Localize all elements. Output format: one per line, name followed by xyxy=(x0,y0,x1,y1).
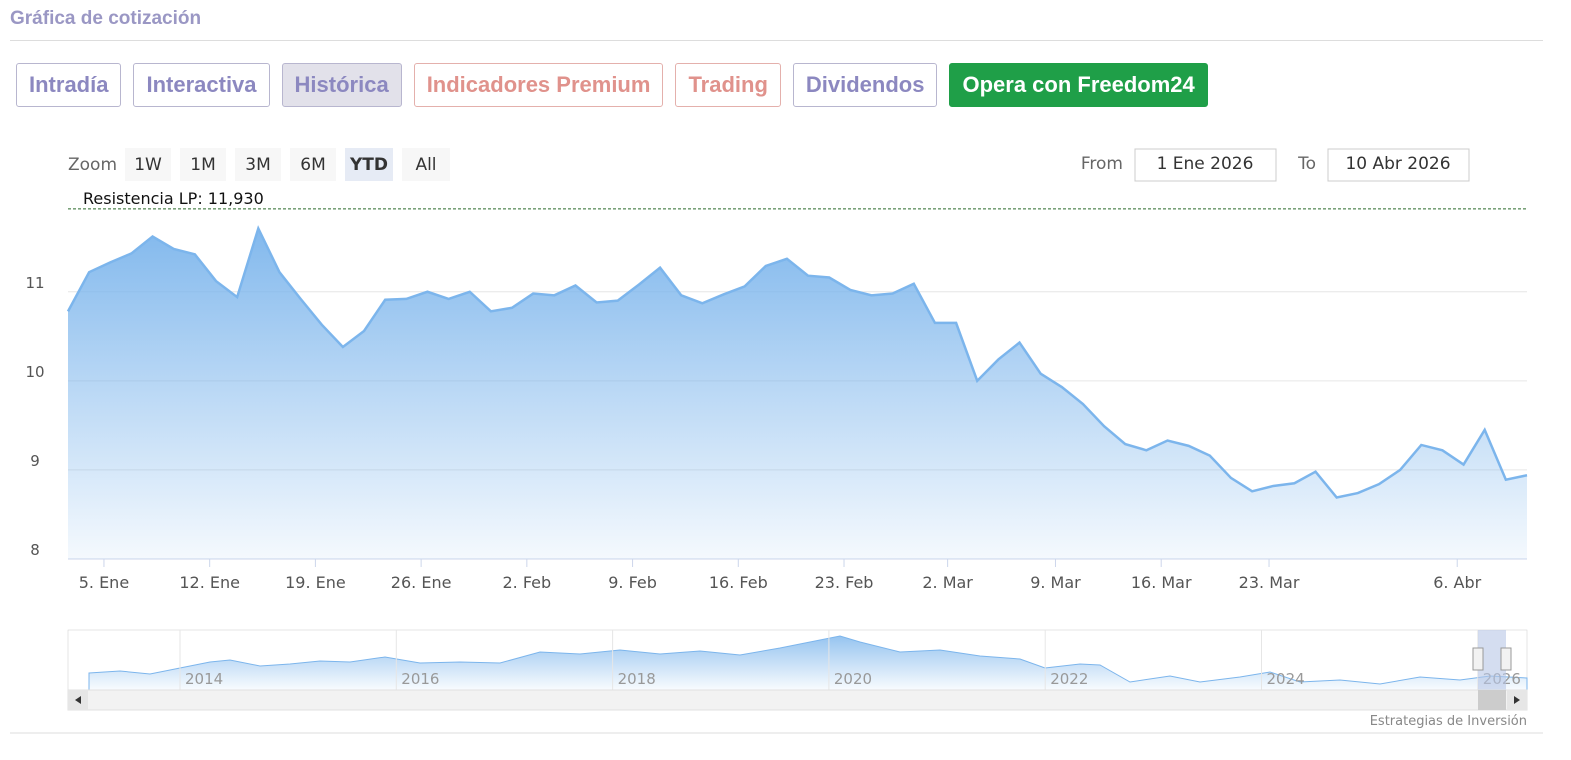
x-tick-label: 9. Mar xyxy=(1030,573,1081,592)
zoom-button-label: All xyxy=(415,155,436,175)
to-input[interactable] xyxy=(1327,148,1470,182)
zoom-button[interactable] xyxy=(402,148,450,181)
navigator-label: 2020 xyxy=(834,670,872,688)
tab[interactable]: Indicadores Premium xyxy=(413,63,664,107)
plot-area: 8 9 10 11 5. Ene 12. Ene 19. Ene 26. Ene 2. Feb 9… xyxy=(25,189,1528,592)
zoom-button-label: 3M xyxy=(245,155,270,175)
y-tick-label: 11 xyxy=(25,274,44,292)
y-tick-label: 10 xyxy=(25,363,44,381)
navigator-label: 2014 xyxy=(185,670,223,688)
navigator-series xyxy=(88,635,1528,691)
navigator-label: 2024 xyxy=(1267,670,1305,688)
tab[interactable]: Intradía xyxy=(16,63,122,107)
zoom-button[interactable] xyxy=(290,148,336,181)
zoom-button-label: 1W xyxy=(134,155,162,175)
navigator-label: 2022 xyxy=(1050,670,1088,688)
divider xyxy=(10,40,1543,41)
zoom-button-label: 6M xyxy=(300,155,325,175)
x-tick-label: 23. Mar xyxy=(1239,573,1300,592)
tab[interactable]: Interactiva xyxy=(133,63,270,107)
zoom-buttons: 1W 1M 3M 6M YTD All xyxy=(125,148,450,181)
x-tick-label: 23. Feb xyxy=(815,573,874,592)
navigator-label: 2018 xyxy=(618,670,656,688)
page-title: Gráfica de cotización xyxy=(10,8,202,29)
tab[interactable]: Histórica xyxy=(281,63,402,107)
resistance-label: Resistencia LP: 11,930 xyxy=(83,189,264,208)
scroll-thumb[interactable] xyxy=(1478,690,1506,710)
zoom-button[interactable] xyxy=(180,148,226,181)
zoom-button[interactable] xyxy=(345,148,393,181)
y-tick-label: 8 xyxy=(30,541,40,559)
credit: Estrategias de Inversión xyxy=(1370,714,1527,729)
arrow-icon xyxy=(1514,696,1520,704)
from-input[interactable] xyxy=(1134,148,1277,182)
zoom-button[interactable] xyxy=(235,148,281,181)
to-label: To xyxy=(1297,154,1316,174)
navigator-handle[interactable] xyxy=(1500,647,1512,671)
x-tick-label: 19. Ene xyxy=(285,573,346,592)
arrow-icon xyxy=(75,696,81,704)
tab[interactable]: Dividendos xyxy=(792,63,938,107)
y-tick-label: 9 xyxy=(30,452,40,470)
zoom-button-label: YTD xyxy=(349,155,388,175)
x-tick-label: 9. Feb xyxy=(608,573,657,592)
scrollbar[interactable] xyxy=(67,689,1528,711)
x-tick-label: 2. Feb xyxy=(503,573,552,592)
navigator-axis: 2014201620182020202220242026 xyxy=(179,630,1521,690)
tab[interactable]: Trading xyxy=(675,63,781,107)
from-label: From xyxy=(1081,154,1123,174)
zoom-button-label: 1M xyxy=(190,155,215,175)
zoom-button[interactable] xyxy=(125,148,171,181)
x-tick-label: 5. Ene xyxy=(79,573,129,592)
tab[interactable]: Opera con Freedom24 xyxy=(949,63,1208,107)
x-tick-label: 12. Ene xyxy=(179,573,240,592)
x-tick-label: 16. Feb xyxy=(709,573,768,592)
zoom-label: Zoom xyxy=(68,155,117,175)
x-tick-label: 16. Mar xyxy=(1131,573,1192,592)
to-date: 10 Abr 2026 xyxy=(1345,154,1450,174)
navigator-label: 2016 xyxy=(401,670,439,688)
x-tick-label: 26. Ene xyxy=(391,573,452,592)
area-fill xyxy=(68,228,1527,559)
x-tick-label: 6. Abr xyxy=(1433,573,1481,592)
tab-bar: Intradía Interactiva Histórica Indicador… xyxy=(16,63,1208,107)
from-date: 1 Ene 2026 xyxy=(1157,154,1254,174)
area-line xyxy=(66,225,1528,499)
x-tick-label: 2. Mar xyxy=(922,573,973,592)
navigator-handle[interactable] xyxy=(1472,647,1484,671)
